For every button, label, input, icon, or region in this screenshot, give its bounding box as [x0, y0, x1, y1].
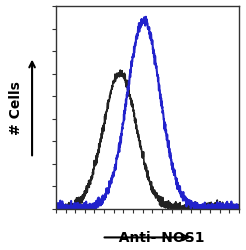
Text: Anti- NOS1: Anti- NOS1	[109, 230, 204, 244]
Text: # Cells: # Cells	[9, 81, 23, 135]
